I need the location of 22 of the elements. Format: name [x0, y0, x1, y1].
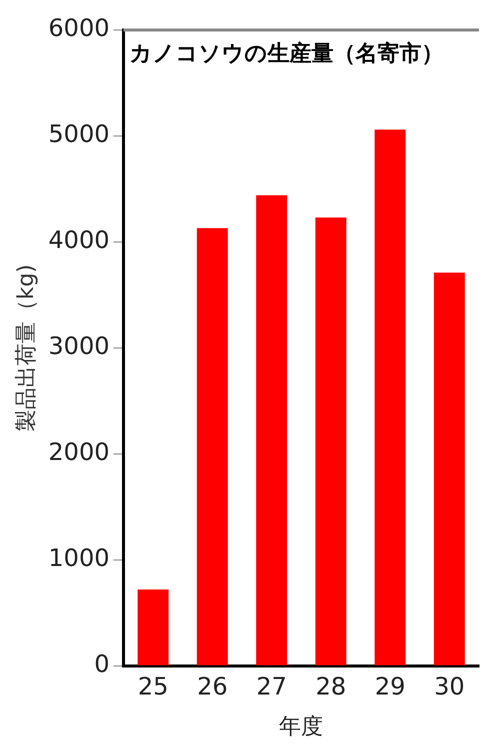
y-tick-label: 0 — [94, 650, 110, 678]
bar — [374, 130, 406, 666]
y-tick-label: 6000 — [48, 14, 110, 42]
bar — [196, 228, 228, 666]
x-tick-label: 30 — [434, 672, 465, 700]
x-tick-label: 28 — [316, 672, 346, 700]
y-tick-label: 2000 — [48, 438, 110, 466]
y-tick-label: 5000 — [48, 120, 110, 148]
bar — [256, 195, 288, 666]
x-tick-label: 29 — [374, 672, 406, 700]
y-axis-title: 製品出荷量（kg) — [14, 264, 39, 432]
text: カノコソウの生産量（名寄市） — [129, 40, 444, 67]
x-tick-label: 25 — [138, 672, 168, 700]
x-tick-label: 27 — [256, 672, 287, 700]
bar — [138, 590, 169, 666]
y-tick-label: 1000 — [48, 544, 110, 572]
bar — [434, 272, 465, 666]
x-axis-title: 年度 — [279, 714, 324, 740]
x-tick-label: 26 — [197, 672, 228, 700]
y-tick-label: 3000 — [48, 332, 110, 360]
bar — [315, 218, 346, 666]
y-tick-label: 4000 — [48, 226, 110, 254]
